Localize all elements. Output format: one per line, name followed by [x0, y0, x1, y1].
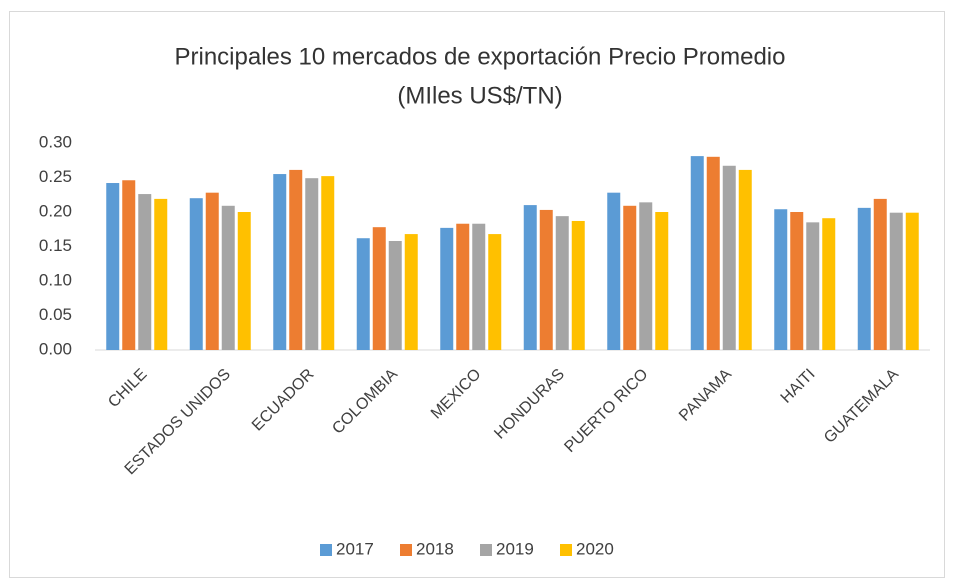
- bar: [404, 234, 418, 350]
- bar: [607, 192, 621, 350]
- y-tick-label: 0.20: [39, 201, 72, 220]
- bar: [237, 212, 251, 350]
- y-tick-label: 0.10: [39, 270, 72, 289]
- bar: [456, 223, 470, 350]
- y-tick-label: 0.15: [39, 236, 72, 255]
- bar: [305, 178, 319, 350]
- bar: [722, 165, 736, 350]
- legend-swatch: [480, 544, 492, 556]
- legend-swatch: [400, 544, 412, 556]
- y-tick-label: 0.25: [39, 167, 72, 186]
- bar: [905, 212, 919, 350]
- bar: [321, 176, 335, 350]
- bar: [189, 198, 203, 350]
- bar: [106, 183, 120, 350]
- legend-label: 2017: [336, 539, 374, 558]
- bar: [571, 220, 585, 350]
- bar: [289, 169, 303, 350]
- bar: [889, 212, 903, 350]
- bar: [440, 227, 454, 350]
- chart-title: (MIles US$/TN): [397, 82, 562, 109]
- bar: [857, 207, 871, 350]
- legend-label: 2019: [496, 539, 534, 558]
- bar: [356, 238, 370, 350]
- legend-swatch: [320, 544, 332, 556]
- bar: [655, 212, 669, 350]
- y-tick-label: 0.00: [39, 339, 72, 358]
- y-tick-label: 0.05: [39, 305, 72, 324]
- bar: [221, 205, 235, 350]
- bar: [873, 198, 887, 350]
- bar: [774, 209, 788, 350]
- bar: [623, 205, 637, 350]
- bar: [388, 240, 402, 350]
- bar: [138, 194, 152, 350]
- bar: [205, 192, 219, 350]
- bar: [472, 223, 486, 350]
- bar: [523, 205, 537, 350]
- bar: [555, 216, 569, 350]
- legend-label: 2020: [576, 539, 614, 558]
- bar: [122, 180, 136, 350]
- bar: [822, 218, 836, 350]
- bar: [488, 234, 502, 350]
- bar: [738, 169, 752, 350]
- bar: [372, 227, 386, 350]
- bar: [690, 156, 704, 350]
- bar: [790, 212, 804, 350]
- y-tick-label: 0.30: [39, 132, 72, 151]
- legend-label: 2018: [416, 539, 454, 558]
- legend-swatch: [560, 544, 572, 556]
- bar: [273, 174, 287, 350]
- bar: [706, 156, 720, 350]
- bar: [539, 209, 553, 350]
- chart-title: Principales 10 mercados de exportación P…: [175, 43, 786, 70]
- bar: [154, 198, 168, 350]
- bar: [639, 202, 653, 350]
- bar: [806, 222, 820, 350]
